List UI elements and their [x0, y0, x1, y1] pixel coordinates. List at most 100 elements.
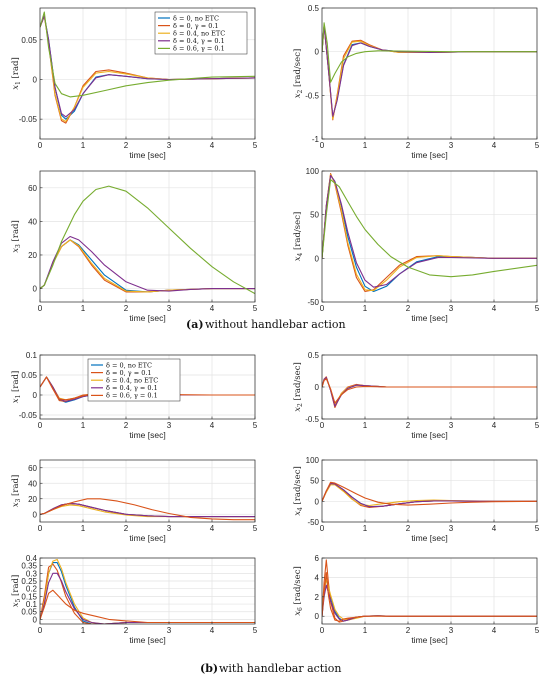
chart-panel-1: 0 1 2 3 4 5 -0.05 0 0.05 time [sec] x1 [rad] δ = 0,…	[11, 7, 258, 160]
x-tick-label: 4	[492, 626, 497, 635]
series-line-5	[322, 179, 537, 278]
plot-area	[40, 558, 255, 624]
x-tick-label: 0	[38, 304, 43, 313]
y-tick-label: 60	[28, 464, 37, 473]
x-tick-label: 1	[363, 304, 368, 313]
x-tick-label: 0	[320, 304, 325, 313]
y-tick-label: 0	[315, 48, 320, 57]
y-tick-label: 20	[28, 251, 37, 260]
x-tick-label: 3	[167, 421, 172, 430]
x-tick-label: 4	[492, 304, 497, 313]
x-tick-label: 3	[449, 141, 454, 150]
x-tick-label: 0	[38, 421, 43, 430]
legend-label: δ = 0.6, γ = 0.1	[106, 392, 158, 400]
legend-label: δ = 0, no ETC	[106, 361, 152, 369]
y-tick-label: 0.5	[308, 4, 320, 13]
x-tick-label: 3	[167, 141, 172, 150]
legend-label: δ = 0, γ = 0.1	[106, 369, 152, 377]
y-tick-label: 60	[28, 184, 37, 193]
x-tick-label: 3	[167, 524, 172, 533]
x-tick-label: 2	[406, 524, 411, 533]
y-tick-label: -0.5	[305, 91, 319, 100]
series-line-4	[322, 174, 537, 288]
y-axis-label: x2 [rad/sec]	[293, 49, 304, 99]
x-tick-label: 1	[363, 421, 368, 430]
y-tick-label: 0.1	[26, 351, 38, 360]
y-tick-label: 50	[310, 477, 319, 486]
y-tick-label: 50	[310, 211, 319, 220]
series-line-5	[40, 589, 255, 624]
x-axis-label: time [sec]	[129, 430, 165, 440]
y-tick-label: 0.15	[21, 592, 37, 601]
x-axis-label: time [sec]	[411, 313, 447, 323]
x-axis-label: time [sec]	[129, 150, 165, 160]
y-tick-label: 0	[33, 510, 38, 519]
x-tick-label: 5	[535, 421, 540, 430]
axes-frame	[321, 557, 538, 625]
series-line-5	[40, 498, 255, 521]
y-tick-label: -50	[307, 518, 319, 527]
x-tick-label: 2	[124, 524, 129, 533]
x-tick-label: 5	[253, 524, 258, 533]
x-tick-label: 1	[81, 304, 86, 313]
x-axis-label: time [sec]	[129, 635, 165, 645]
x-tick-label: 2	[406, 626, 411, 635]
legend-box	[154, 11, 248, 55]
x-tick-label: 3	[167, 626, 172, 635]
x-tick-label: 3	[449, 304, 454, 313]
y-tick-label: 4	[315, 573, 320, 582]
x-tick-label: 5	[535, 304, 540, 313]
y-tick-label: 0.35	[21, 562, 37, 571]
x-tick-label: 3	[167, 304, 172, 313]
y-tick-label: 0.3	[26, 569, 38, 578]
x-axis-label: time [sec]	[411, 635, 447, 645]
axes-frame	[39, 459, 256, 523]
legend-label: δ = 0.4, no ETC	[173, 30, 225, 38]
y-axis-label: x1 [rad]	[11, 57, 22, 90]
y-tick-label: -0.05	[19, 411, 38, 420]
x-tick-label: 1	[81, 626, 86, 635]
series-line-4	[40, 502, 255, 518]
chart-panel-2: 0 1 2 3 4 5 -1 -0.5 0 0.5 time [sec] x2 [rad/sec]	[293, 4, 540, 160]
legend-label: δ = 0.6, γ = 0.1	[173, 45, 225, 53]
x-tick-label: 0	[38, 626, 43, 635]
x-tick-label: 2	[124, 141, 129, 150]
plot-area	[322, 8, 537, 139]
x-tick-label: 2	[124, 421, 129, 430]
x-tick-label: 1	[81, 421, 86, 430]
x-tick-label: 5	[253, 141, 258, 150]
y-tick-label: 2	[315, 593, 320, 602]
y-axis-label: x2 [rad/sec]	[293, 362, 304, 412]
y-tick-label: 0	[33, 615, 38, 624]
x-tick-label: 1	[81, 524, 86, 533]
x-tick-label: 3	[449, 524, 454, 533]
x-tick-label: 1	[363, 524, 368, 533]
x-axis-label: time [sec]	[129, 313, 165, 323]
y-axis-label: x3 [rad]	[11, 220, 22, 253]
legend-label: δ = 0, no ETC	[173, 14, 219, 22]
series-line-4	[40, 235, 255, 292]
y-axis-label: x5 [rad]	[11, 575, 22, 608]
x-tick-label: 4	[492, 524, 497, 533]
y-tick-label: 0.2	[26, 585, 38, 594]
x-tick-label: 2	[124, 304, 129, 313]
axes-frame	[39, 354, 256, 420]
x-tick-label: 1	[81, 141, 86, 150]
x-tick-label: 5	[535, 141, 540, 150]
y-axis-label: x3 [rad]	[11, 475, 22, 508]
y-tick-label: 0.5	[308, 351, 320, 360]
caption-a-text: without handlebar action	[205, 318, 346, 331]
plot-area	[40, 171, 255, 302]
y-tick-label: -1	[312, 135, 320, 144]
y-tick-label: 0.4	[26, 554, 38, 563]
axes-frame	[321, 7, 538, 140]
y-tick-label: 0	[315, 497, 320, 506]
x-tick-label: 0	[320, 524, 325, 533]
x-tick-label: 3	[449, 626, 454, 635]
x-axis-label: time [sec]	[411, 150, 447, 160]
series-line-5	[322, 378, 537, 404]
